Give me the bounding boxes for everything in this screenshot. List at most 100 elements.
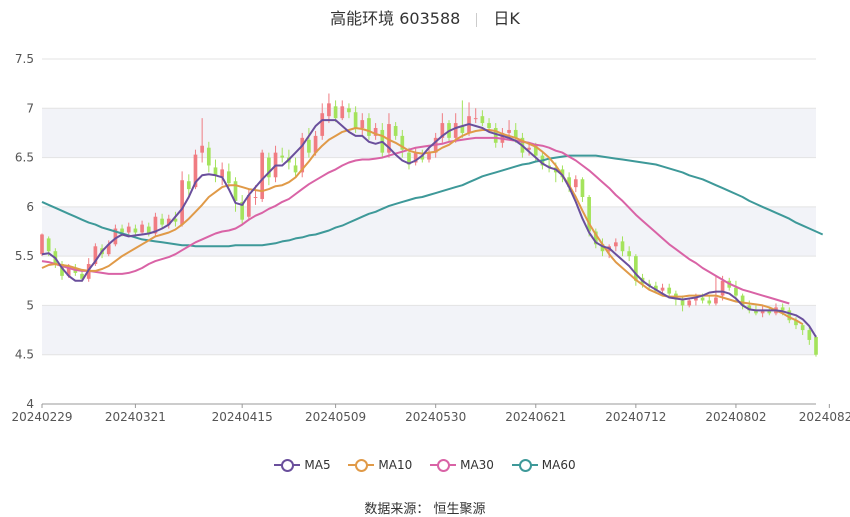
x-tick-label: 20240621 [505, 410, 566, 424]
legend-item-ma60[interactable]: MA60 [511, 458, 576, 472]
candle-body [93, 246, 98, 265]
chart-title: 高能环境 603588 日K [0, 5, 850, 29]
candle-body [373, 128, 378, 136]
candle-body [654, 285, 658, 291]
y-tick-label: 4 [26, 397, 34, 411]
candle-body [667, 287, 672, 294]
y-axis: 4 4.5 5 5.5 6 6.5 7 7.5 [15, 52, 34, 411]
candle-body [767, 310, 772, 314]
candle-body [627, 251, 632, 257]
candle-body [300, 137, 305, 173]
candle-body [180, 180, 184, 225]
candle-body [106, 244, 111, 255]
candle-body [814, 336, 818, 355]
candle-body [146, 226, 151, 234]
candle-body [600, 244, 605, 252]
candle-body [507, 129, 511, 133]
candle-body [694, 297, 698, 301]
candle-body [407, 152, 411, 165]
x-tick-label: 20240321 [105, 410, 166, 424]
candlestick-chart: 4 4.5 5 5.5 6 6.5 7 7.5 20240229 20240321 2024041… [11, 52, 850, 424]
candle-body [120, 228, 124, 233]
ma30-swatch-icon [430, 458, 457, 472]
ma5-line [41, 119, 817, 338]
candle-body [340, 106, 345, 119]
x-tick-label: 20240530 [405, 410, 466, 424]
y-tick-label: 5 [26, 298, 34, 312]
candle-body [267, 157, 271, 178]
candle-body [387, 124, 391, 153]
candle-body [333, 106, 338, 119]
moving-average-lines [41, 119, 824, 338]
candle-body [347, 108, 351, 113]
candle-body [687, 300, 692, 306]
candle-body [66, 267, 71, 276]
title-separator [476, 12, 478, 27]
x-tick-label: 20240229 [11, 410, 72, 424]
candle-body [153, 216, 158, 234]
candle-body [480, 116, 485, 124]
x-tick-label: 20240802 [705, 410, 766, 424]
candle-body [133, 228, 138, 233]
stock-name: 高能环境 603588 [330, 9, 461, 28]
legend-item-ma5[interactable]: MA5 [274, 458, 331, 472]
candle-body [560, 169, 565, 178]
candle-body [513, 129, 518, 138]
candle-body [420, 155, 425, 160]
legend-label-ma30: MA30 [460, 458, 494, 472]
x-tick-label: 20240712 [605, 410, 666, 424]
candle-body [173, 218, 178, 222]
period-label: 日K [493, 9, 520, 28]
y-tick-label: 7 [26, 101, 34, 115]
ma30-swatch-dot [437, 459, 451, 472]
candle-body [233, 181, 238, 201]
legend-item-ma30[interactable]: MA30 [430, 458, 494, 472]
candle-body [747, 305, 752, 311]
legend-label-ma60: MA60 [541, 458, 576, 472]
x-axis: 20240229 20240321 20240415 20240509 20240530… [11, 403, 850, 424]
candle-body [413, 152, 418, 163]
ma5-swatch-dot [281, 459, 295, 472]
candle-body [40, 234, 44, 255]
candle-body [307, 139, 311, 153]
candle-body [280, 155, 285, 158]
candle-body [527, 147, 531, 150]
candle-body [700, 297, 705, 301]
candle-body [260, 152, 265, 199]
candle-body [714, 297, 718, 304]
candle-body [113, 228, 118, 245]
candle-body [680, 300, 685, 306]
candle-body [427, 152, 431, 160]
y-tick-label: 4.5 [15, 348, 34, 362]
legend-item-ma10[interactable]: MA10 [348, 458, 412, 472]
ma30-line [41, 136, 790, 305]
candle-body [353, 112, 358, 128]
ma60-line [41, 154, 824, 248]
candle-body [567, 177, 571, 188]
legend: MA5 MA10 MA30 MA60 [0, 458, 850, 475]
candle-body [166, 218, 171, 225]
candle-body [393, 126, 398, 136]
candle-body [247, 195, 251, 217]
candle-body [186, 181, 191, 190]
ma60-swatch-dot [518, 459, 532, 472]
candle-body [800, 325, 805, 331]
candle-body [487, 123, 491, 128]
candle-body [707, 300, 712, 304]
legend-label-ma5: MA5 [304, 458, 331, 472]
candle-body [620, 241, 625, 252]
y-tick-label: 7.5 [15, 52, 34, 66]
candle-body [240, 201, 245, 220]
y-tick-label: 5.5 [15, 249, 34, 263]
candle-body [593, 231, 598, 245]
ma60-swatch-icon [511, 458, 538, 472]
candle-body [734, 287, 738, 296]
candle-body [327, 103, 331, 117]
candle-body [794, 320, 798, 326]
legend-label-ma10: MA10 [378, 458, 413, 472]
data-source: 数据来源： 恒生聚源 [364, 502, 486, 517]
candle-body [587, 197, 591, 232]
candle-body [460, 126, 465, 133]
ma10-swatch-dot [355, 459, 369, 472]
candle-body [367, 118, 371, 136]
